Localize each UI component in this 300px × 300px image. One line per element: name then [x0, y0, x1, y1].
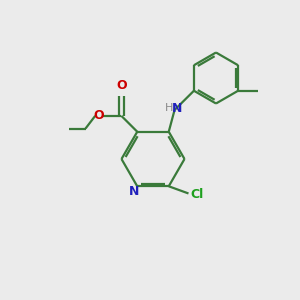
Text: Cl: Cl [190, 188, 203, 202]
Text: O: O [93, 109, 104, 122]
Text: H: H [165, 103, 173, 113]
Text: N: N [129, 185, 139, 199]
Text: O: O [116, 79, 127, 92]
Text: N: N [172, 102, 182, 115]
